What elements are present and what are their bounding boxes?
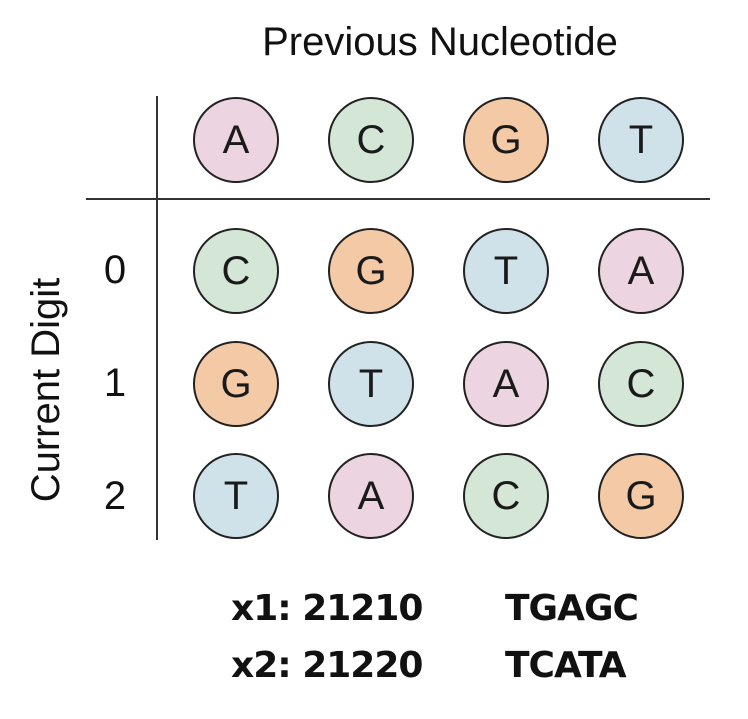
cell-nucleotide: T	[328, 341, 414, 427]
header-nucleotide-c: C	[328, 97, 414, 183]
row-axis-title: Current Digit	[24, 277, 68, 503]
horizontal-divider	[86, 198, 710, 200]
cell-nucleotide: A	[598, 228, 684, 314]
header-nucleotide-g: G	[463, 97, 549, 183]
digit-label-0: 0	[103, 248, 127, 292]
column-axis-title: Previous Nucleotide	[262, 20, 618, 64]
cell-nucleotide: G	[328, 228, 414, 314]
digit-label-2: 2	[103, 474, 127, 518]
cell-nucleotide: G	[193, 341, 279, 427]
digit-label-1: 1	[103, 361, 127, 405]
example-1-sequence: TGAGC	[505, 588, 639, 629]
header-nucleotide-a: A	[193, 97, 279, 183]
cell-nucleotide: A	[328, 453, 414, 539]
example-1-encoding: x1: 21210	[231, 588, 423, 629]
vertical-divider	[156, 96, 158, 540]
cell-nucleotide: C	[193, 228, 279, 314]
example-2-encoding: x2: 21220	[231, 645, 423, 686]
cell-nucleotide: T	[463, 228, 549, 314]
example-2-sequence: TCATA	[505, 645, 627, 686]
header-nucleotide-t: T	[598, 97, 684, 183]
cell-nucleotide: G	[598, 453, 684, 539]
cell-nucleotide: C	[598, 341, 684, 427]
cell-nucleotide: T	[193, 453, 279, 539]
cell-nucleotide: A	[463, 341, 549, 427]
cell-nucleotide: C	[463, 453, 549, 539]
